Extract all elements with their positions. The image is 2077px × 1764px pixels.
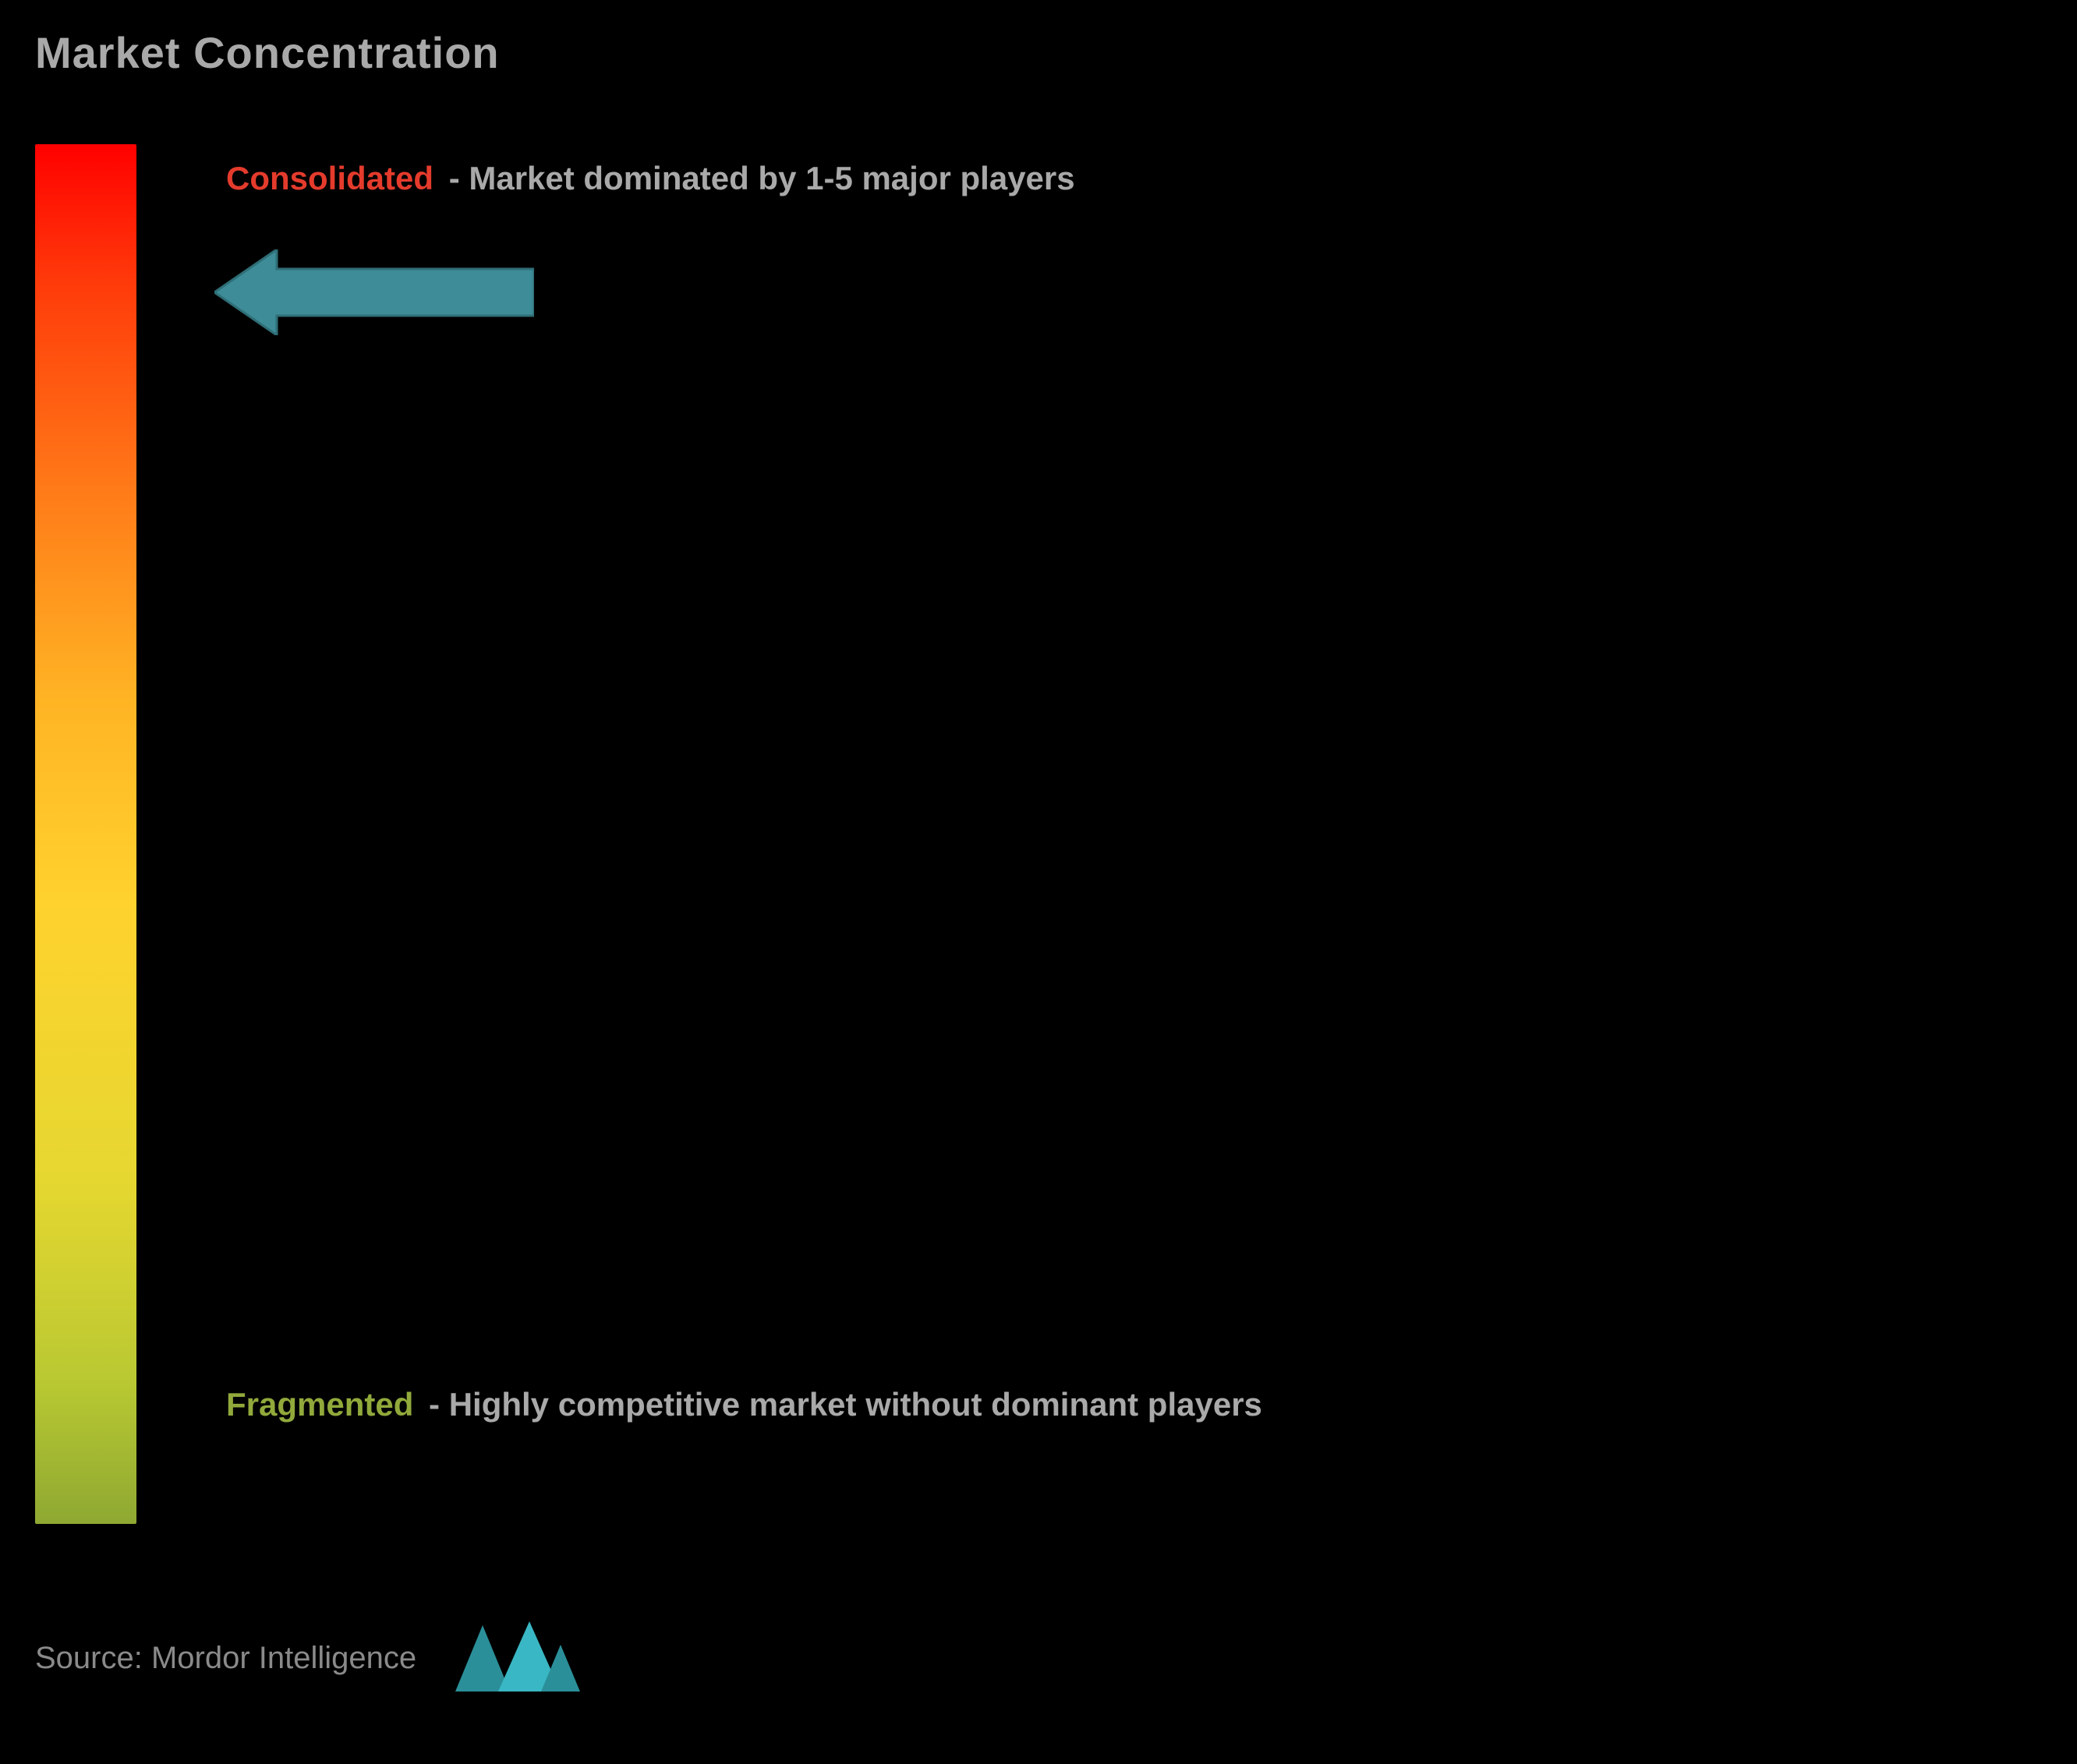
fragmented-keyword: Fragmented xyxy=(226,1386,413,1423)
source-attribution: Source: Mordor Intelligence xyxy=(35,1641,416,1676)
market-concentration-infographic: Market Concentration Consolidated - Mark… xyxy=(0,0,2077,1764)
footer: Source: Mordor Intelligence xyxy=(35,1621,580,1695)
fragmented-description: - Highly competitive market without domi… xyxy=(429,1386,1262,1423)
arrow-left-icon xyxy=(214,249,534,335)
consolidated-description: - Market dominated by 1-5 major players xyxy=(449,160,1075,196)
consolidated-label: Consolidated - Market dominated by 1-5 m… xyxy=(226,156,1075,202)
position-indicator-arrow xyxy=(214,249,534,335)
page-title: Market Concentration xyxy=(35,27,500,78)
fragmented-label: Fragmented - Highly competitive market w… xyxy=(226,1372,1262,1437)
concentration-gradient-bar xyxy=(35,144,136,1524)
mordor-logo-icon xyxy=(455,1621,580,1695)
consolidated-keyword: Consolidated xyxy=(226,160,433,196)
